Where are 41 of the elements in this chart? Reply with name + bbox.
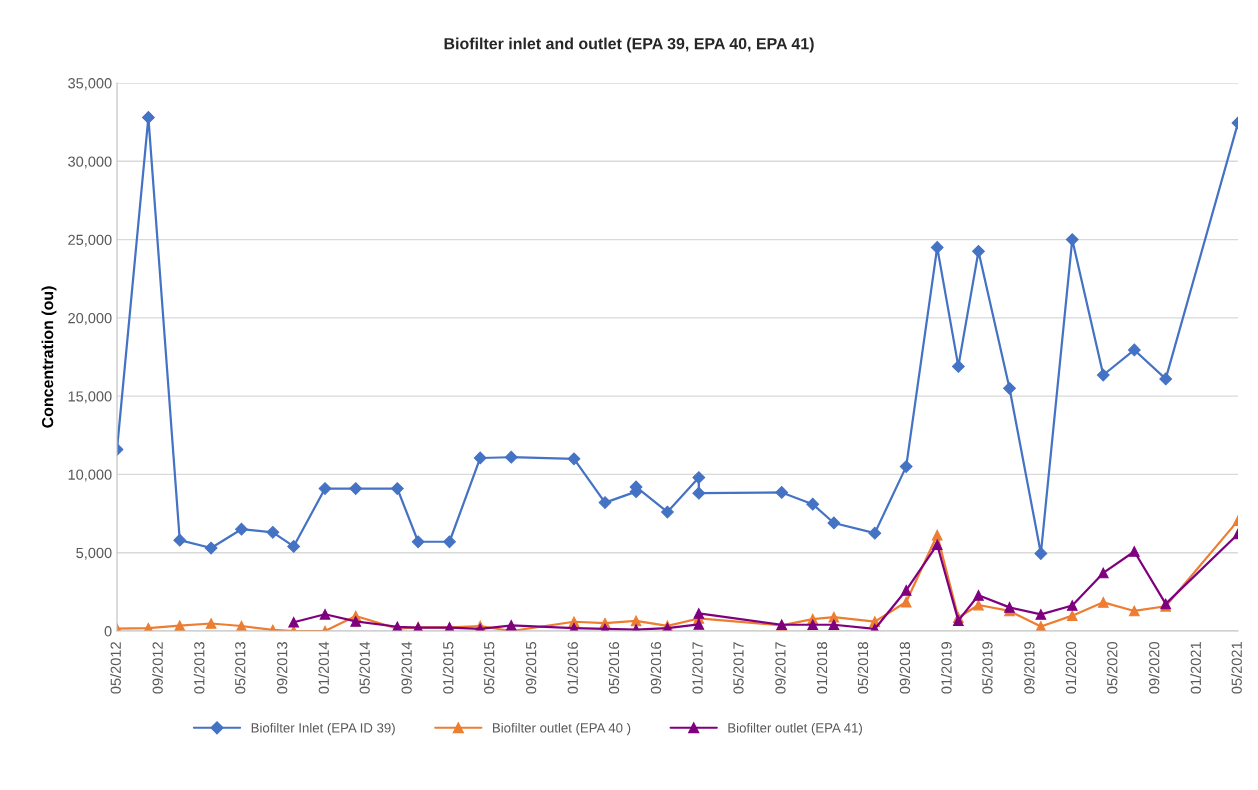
x-tick-label: 01/2014: [318, 641, 329, 694]
legend-label: Biofilter outlet (EPA 40 ): [493, 722, 631, 736]
x-tick-label: 01/2013: [193, 642, 205, 694]
x-tick-label: 05/2021: [1231, 642, 1242, 694]
legend-label: Biofilter outlet (EPA 41): [728, 722, 862, 736]
x-tick-label: 05/2014: [359, 641, 370, 694]
y-tick-label: 0: [104, 626, 112, 637]
x-tick-label: 09/2012: [152, 642, 163, 694]
x-tick-label: 05/2019: [981, 642, 993, 694]
x-tick-label: 09/2018: [899, 642, 911, 694]
y-tick-label: 35,000: [68, 78, 112, 91]
x-tick-label: 09/2014: [401, 641, 412, 694]
y-tick-label: 15,000: [68, 391, 112, 404]
x-tick-label: 09/2015: [525, 642, 537, 694]
x-tick-label: 01/2019: [940, 642, 952, 694]
x-tick-label: 05/2018: [857, 642, 869, 694]
x-tick-label: 05/2017: [732, 642, 744, 694]
x-tick-label: 09/2016: [650, 642, 662, 694]
legend-label: Biofilter Inlet (EPA ID 39): [251, 722, 395, 736]
x-tick-label: 05/2016: [608, 642, 620, 694]
x-tick-label: 01/2015: [442, 642, 454, 694]
x-tick-label: 09/2019: [1023, 642, 1035, 694]
y-tick-label: 20,000: [68, 312, 112, 326]
y-tick-label: 10,000: [68, 469, 112, 482]
y-tick-label: 30,000: [68, 156, 112, 169]
x-tick-label: 09/2020: [1148, 641, 1160, 694]
x-tick-label: 01/2017: [692, 642, 703, 694]
x-tick-label: 05/2020: [1106, 641, 1118, 694]
x-tick-label: 09/2013: [276, 642, 288, 694]
x-tick-label: 01/2020: [1065, 641, 1077, 694]
x-tick-label: 09/2017: [774, 642, 786, 694]
y-tick-label: 5,000: [76, 547, 112, 560]
x-tick-label: 01/2016: [567, 642, 578, 694]
y-axis-title: Concentration (ou): [41, 286, 57, 428]
x-tick-label: 01/2021: [1190, 642, 1201, 694]
chart-title: Biofilter inlet and outlet (EPA 39, EPA 40, EPA 41): [444, 37, 814, 53]
y-tick-label: 25,000: [68, 234, 112, 247]
x-tick-label: 05/2015: [483, 642, 495, 694]
x-tick-label: 01/2018: [816, 642, 828, 694]
x-tick-label: 05/2013: [234, 642, 246, 694]
x-tick-label: 05/2012: [110, 642, 121, 694]
